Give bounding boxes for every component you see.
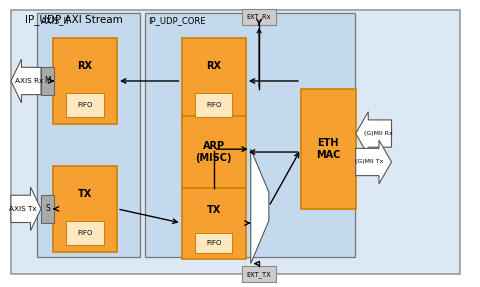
Bar xyxy=(144,13,355,257)
Bar xyxy=(66,93,104,117)
Text: EXT_Rx: EXT_Rx xyxy=(247,14,271,20)
Text: IP_UDP_CORE: IP_UDP_CORE xyxy=(148,16,206,25)
Text: TX: TX xyxy=(78,189,92,199)
Text: FIFO: FIFO xyxy=(77,102,93,108)
Bar xyxy=(53,38,117,124)
Bar xyxy=(41,67,54,95)
Bar xyxy=(53,166,117,251)
Text: AXIS Rx: AXIS Rx xyxy=(15,78,44,84)
Bar xyxy=(195,233,232,253)
Text: AXIS_IF: AXIS_IF xyxy=(41,16,72,25)
Polygon shape xyxy=(356,112,392,155)
Text: FIFO: FIFO xyxy=(206,240,221,246)
Text: RX: RX xyxy=(206,61,221,71)
Text: EXT_TX: EXT_TX xyxy=(247,271,271,278)
Bar xyxy=(181,117,246,187)
Bar xyxy=(37,13,140,257)
Text: FIFO: FIFO xyxy=(206,102,221,108)
Polygon shape xyxy=(11,187,41,231)
Text: (G)MII Rx: (G)MII Rx xyxy=(363,131,392,136)
Text: S: S xyxy=(45,204,50,213)
Text: AXIS Tx: AXIS Tx xyxy=(9,206,36,212)
Polygon shape xyxy=(251,149,269,263)
Bar xyxy=(66,221,104,245)
Bar xyxy=(195,93,232,117)
Text: RX: RX xyxy=(77,61,93,71)
Text: ETH
MAC: ETH MAC xyxy=(316,138,340,160)
Bar xyxy=(242,266,276,282)
Text: TX: TX xyxy=(206,205,221,215)
Bar xyxy=(242,9,276,25)
Polygon shape xyxy=(11,59,41,103)
Text: ARP
(MISC): ARP (MISC) xyxy=(195,141,232,163)
Bar xyxy=(181,187,246,259)
Text: M: M xyxy=(44,76,51,86)
Bar xyxy=(181,38,246,124)
Bar xyxy=(41,195,54,223)
Text: FIFO: FIFO xyxy=(77,230,93,236)
Polygon shape xyxy=(356,140,392,184)
Text: (G)MII Tx: (G)MII Tx xyxy=(355,160,384,164)
Bar xyxy=(301,90,356,209)
Text: IP_UDP AXI Stream: IP_UDP AXI Stream xyxy=(25,14,123,25)
